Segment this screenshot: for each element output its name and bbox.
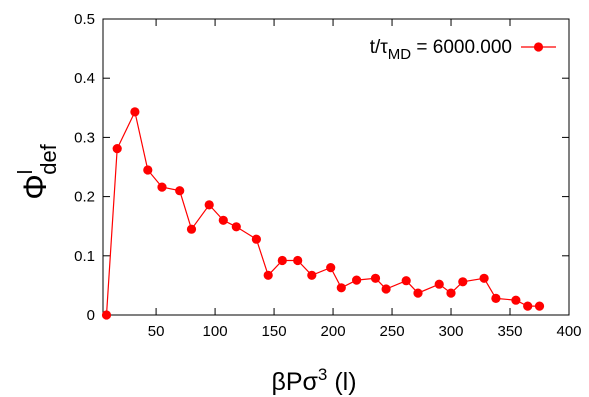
data-point: [434, 279, 444, 289]
legend-label: t/τMD = 6000.000: [370, 37, 512, 63]
data-point: [251, 234, 261, 244]
y-axis-label-sub: def: [36, 143, 61, 174]
data-point: [143, 165, 153, 175]
data-point: [381, 284, 391, 294]
y-tick-label: 0.5: [74, 11, 95, 28]
y-axis-label-sup: l: [15, 170, 37, 174]
data-point: [307, 270, 317, 280]
data-point: [130, 107, 140, 117]
legend-marker: [533, 42, 544, 52]
data-point: [204, 200, 214, 210]
x-tick-label: 400: [556, 323, 581, 340]
data-point: [534, 301, 545, 311]
data-point: [218, 215, 228, 225]
data-point: [336, 283, 346, 293]
legend: t/τMD = 6000.000: [370, 37, 556, 63]
data-point: [277, 255, 287, 266]
data-point: [231, 222, 241, 232]
plot-frame: [102, 18, 570, 316]
data-point: [511, 295, 521, 305]
x-tick-label: 100: [203, 323, 228, 340]
data-point: [523, 301, 533, 311]
data-point: [293, 255, 303, 266]
y-tick-label: 0.4: [74, 70, 95, 87]
y-tick-label: 0.3: [74, 129, 95, 146]
legend-sub: MD: [388, 46, 411, 63]
data-point: [446, 288, 456, 298]
data-point: [401, 276, 411, 286]
data-point: [157, 182, 167, 192]
y-axis-label: Φldef: [15, 143, 61, 199]
data-point: [352, 275, 362, 285]
axes-frame: [102, 18, 570, 316]
x-tick-label: 150: [262, 323, 287, 340]
y-tick-label: 0.1: [74, 248, 95, 265]
x-tick-label: 300: [439, 323, 464, 340]
data-point: [479, 273, 489, 283]
data-point: [263, 270, 273, 280]
x-tick-label: 350: [497, 323, 522, 340]
data-point: [101, 310, 112, 320]
series-layer: [101, 107, 545, 320]
data-point: [491, 293, 501, 303]
data-point: [413, 288, 423, 298]
y-axis-label-base: Φ: [17, 174, 53, 200]
data-point: [186, 224, 197, 234]
x-tick-label: 200: [321, 323, 346, 340]
data-point: [112, 144, 122, 154]
series-line: [105, 110, 540, 316]
x-axis-label-base: βPσ: [271, 368, 318, 396]
x-tick-label: 250: [380, 323, 405, 340]
x-tick-label: 50: [148, 323, 165, 340]
data-point: [370, 273, 381, 283]
legend-rest: = 6000.000: [411, 37, 512, 58]
data-point: [458, 277, 468, 287]
x-axis-label: βPσ3 (l): [271, 365, 356, 396]
data-point: [175, 186, 185, 196]
data-point: [326, 263, 336, 273]
y-tick-label: 0.2: [74, 189, 95, 206]
x-axis-label-rest: (l): [327, 368, 356, 396]
x-axis-label-sup: 3: [318, 365, 327, 384]
y-tick-label: 0: [87, 307, 95, 324]
legend-t: t/τ: [370, 37, 389, 58]
ticks: 50 100 150 200 250 300 350 400 0 0.1 0.2 0.3 0.4 0.5: [74, 11, 581, 340]
